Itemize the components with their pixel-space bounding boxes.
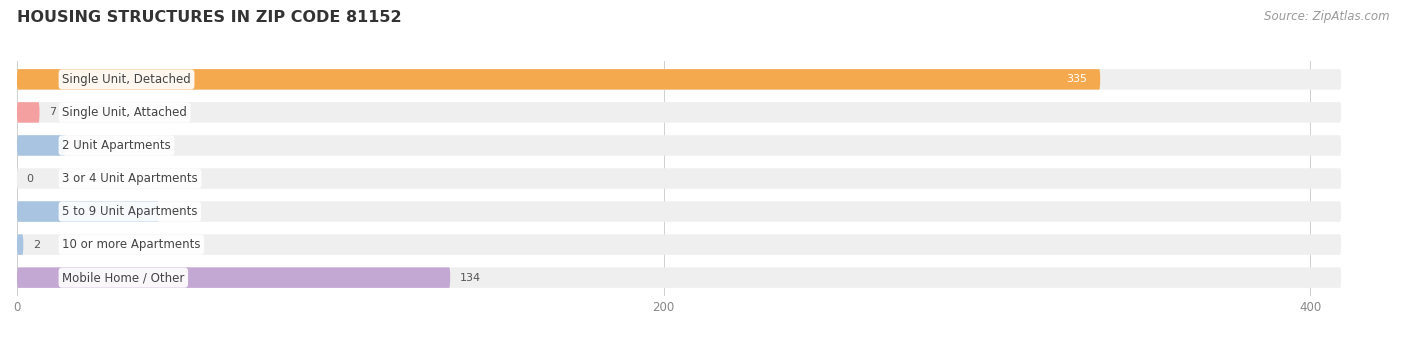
FancyBboxPatch shape — [17, 135, 65, 156]
FancyBboxPatch shape — [17, 102, 1341, 123]
Text: Source: ZipAtlas.com: Source: ZipAtlas.com — [1264, 10, 1389, 23]
FancyBboxPatch shape — [17, 135, 1341, 156]
Text: 2: 2 — [34, 240, 41, 250]
FancyBboxPatch shape — [17, 267, 1341, 288]
Text: 2 Unit Apartments: 2 Unit Apartments — [62, 139, 172, 152]
Text: Single Unit, Detached: Single Unit, Detached — [62, 73, 191, 86]
FancyBboxPatch shape — [17, 267, 450, 288]
Text: 5 to 9 Unit Apartments: 5 to 9 Unit Apartments — [62, 205, 198, 218]
Text: HOUSING STRUCTURES IN ZIP CODE 81152: HOUSING STRUCTURES IN ZIP CODE 81152 — [17, 10, 402, 25]
Text: 3 or 4 Unit Apartments: 3 or 4 Unit Apartments — [62, 172, 198, 185]
Text: 0: 0 — [27, 173, 34, 184]
FancyBboxPatch shape — [17, 201, 1341, 222]
FancyBboxPatch shape — [17, 234, 24, 255]
FancyBboxPatch shape — [17, 69, 1101, 90]
FancyBboxPatch shape — [17, 102, 39, 123]
FancyBboxPatch shape — [17, 69, 1341, 90]
Text: 335: 335 — [1066, 74, 1087, 84]
Text: Single Unit, Attached: Single Unit, Attached — [62, 106, 187, 119]
FancyBboxPatch shape — [17, 201, 159, 222]
Text: Mobile Home / Other: Mobile Home / Other — [62, 271, 184, 284]
Text: 10 or more Apartments: 10 or more Apartments — [62, 238, 201, 251]
FancyBboxPatch shape — [17, 168, 1341, 189]
Text: 134: 134 — [460, 273, 481, 283]
FancyBboxPatch shape — [17, 234, 1341, 255]
Text: 44: 44 — [169, 206, 183, 217]
Text: 15: 15 — [75, 140, 89, 151]
Text: 7: 7 — [49, 107, 56, 117]
